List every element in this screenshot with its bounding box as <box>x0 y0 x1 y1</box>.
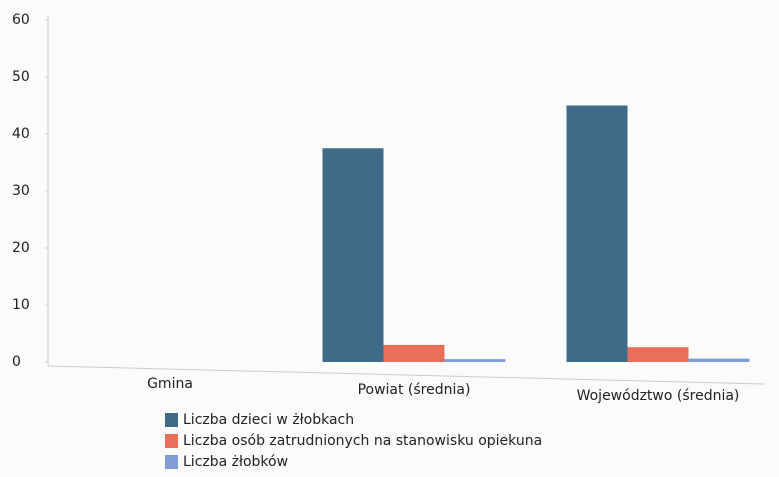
y-tick-label: 10 <box>12 297 30 313</box>
legend-swatch <box>165 434 178 448</box>
legend-swatch <box>165 413 178 427</box>
legend-label: Liczba osób zatrudnionych na stanowisku … <box>183 433 542 449</box>
legend-label: Liczba dzieci w żłobkach <box>183 412 354 428</box>
x-tick-label: Województwo (średnia) <box>577 388 740 404</box>
y-tick-label: 40 <box>12 126 30 142</box>
y-tick-label: 0 <box>12 354 21 370</box>
x-tick-label: Powiat (średnia) <box>358 382 471 398</box>
x-axis <box>47 365 766 385</box>
legend-label: Liczba żłobków <box>183 454 288 470</box>
y-tick-label: 50 <box>12 69 30 85</box>
bar <box>627 347 689 362</box>
bar <box>383 344 445 362</box>
y-tick-label: 30 <box>12 183 30 199</box>
legend-swatch <box>165 455 178 469</box>
bar <box>688 358 750 362</box>
bar <box>322 148 384 362</box>
y-tick-label: 60 <box>12 12 30 28</box>
x-tick-label: Gmina <box>147 376 193 392</box>
bar <box>444 359 506 362</box>
bar <box>566 105 628 362</box>
y-tick-label: 20 <box>12 240 30 256</box>
